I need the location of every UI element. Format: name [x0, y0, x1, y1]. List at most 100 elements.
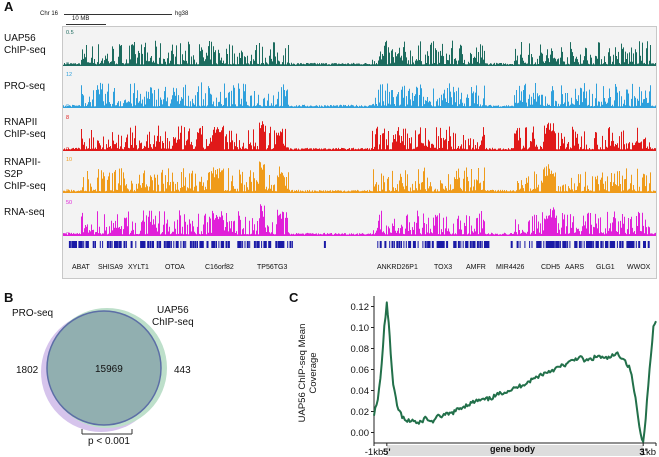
gene-label-xylt1: XYLT1: [128, 264, 149, 271]
y-tick-label: 0.02: [351, 407, 370, 418]
gene-exon: [595, 241, 599, 248]
gene-exon: [638, 241, 641, 248]
gene-exon: [559, 241, 561, 248]
y-tick-label: 0.10: [351, 323, 370, 334]
track-signal: [63, 204, 656, 236]
gene-exon: [102, 241, 104, 248]
gene-exon: [287, 241, 289, 248]
gene-exon: [109, 241, 112, 248]
gene-exon: [384, 241, 387, 248]
gene-exon: [142, 241, 146, 248]
gene-exon: [460, 241, 462, 248]
gene-exon: [543, 241, 545, 248]
track-scale-max: 10: [66, 157, 72, 163]
gene-exon: [457, 241, 460, 248]
gene-exon: [282, 241, 285, 248]
gene-exon: [95, 241, 96, 248]
gene-exon: [323, 241, 326, 248]
gene-exon: [111, 241, 113, 248]
gene-exon: [261, 241, 263, 248]
chromosome-label: Chr 16: [40, 11, 59, 17]
gene-exon: [197, 241, 198, 248]
gene-exon: [408, 241, 412, 248]
gene-exon: [123, 241, 126, 248]
x-tick-label: 5': [383, 447, 391, 457]
gene-label-amfr: AMFR: [466, 264, 486, 271]
gene-exon: [87, 241, 89, 248]
venn-left-only: 1802: [16, 365, 39, 376]
gene-exon: [628, 241, 632, 248]
gene-exon: [576, 241, 578, 248]
gene-label-ankrd26p1: ANKRD26P1: [377, 264, 418, 271]
gene-exon: [474, 241, 476, 248]
gene-exon: [635, 241, 637, 248]
gene-exon: [125, 241, 127, 248]
gene-exon: [465, 241, 469, 248]
gene-exon: [189, 241, 192, 248]
gene-exon: [211, 241, 215, 248]
gene-exon: [476, 241, 479, 248]
gene-exon: [78, 241, 82, 248]
gene-exon: [441, 241, 445, 248]
gene-exon: [524, 241, 526, 248]
gene-exon: [239, 241, 242, 248]
gene-exon: [422, 241, 424, 248]
gene-exon: [237, 241, 241, 248]
gene-exon: [71, 241, 75, 248]
gene-exon: [168, 241, 171, 248]
gene-exon: [391, 241, 394, 248]
gene-label-cdh5: CDH5: [541, 264, 561, 271]
gene-label-glg1: GLG1: [596, 264, 615, 271]
pvalue-label: p < 0.001: [88, 436, 130, 447]
gene-exon: [545, 241, 549, 248]
gene-exon: [401, 241, 402, 248]
gene-exon: [159, 241, 162, 248]
y-tick-label: 0.06: [351, 365, 370, 376]
gene-exon: [163, 241, 166, 248]
gene-exon: [225, 241, 228, 248]
x-tick-label: 1kb: [641, 447, 656, 457]
gene-exon: [244, 241, 246, 248]
gene-exon: [555, 241, 559, 248]
gene-exon: [389, 241, 391, 248]
gene-exon: [472, 241, 476, 248]
gene-exon: [277, 241, 281, 248]
gene-exon: [550, 241, 554, 248]
chromosome-ruler: [64, 14, 172, 15]
gene-exon: [631, 241, 635, 248]
browser-frame: [62, 26, 657, 279]
gene-exon: [600, 241, 603, 248]
gene-exon: [135, 241, 137, 248]
gene-exon: [263, 241, 267, 248]
gene-label-tp56tg3: TP56TG3: [257, 264, 288, 271]
track-signal: [63, 40, 656, 66]
venn-overlap: [46, 310, 162, 426]
gene-exon: [246, 241, 249, 248]
gene-exon: [280, 241, 283, 248]
gene-exon: [602, 241, 604, 248]
gene-exon: [182, 241, 185, 248]
gene-exon: [633, 241, 635, 248]
gene-exon: [439, 241, 442, 248]
coverage-line: [373, 301, 657, 443]
gene-exon: [220, 241, 224, 248]
gene-exon: [647, 241, 650, 248]
gene-exon: [552, 241, 555, 248]
gene-exon: [258, 241, 260, 248]
gene-exon: [574, 241, 578, 248]
gene-exon: [147, 241, 150, 248]
gene-label-otoa: OTOA: [165, 264, 185, 271]
gene-exon: [583, 241, 585, 248]
gene-exon: [484, 241, 487, 248]
gene-exon: [206, 241, 209, 248]
gene-exon: [175, 241, 179, 248]
track-scale-max: 50: [66, 200, 72, 206]
gene-exon: [462, 241, 464, 248]
gene-exon: [519, 241, 521, 248]
gene-exon: [429, 241, 431, 248]
gene-exon: [291, 241, 293, 248]
gene-exon: [588, 241, 592, 248]
gene-exon: [569, 241, 571, 248]
gene-exon: [396, 241, 399, 248]
